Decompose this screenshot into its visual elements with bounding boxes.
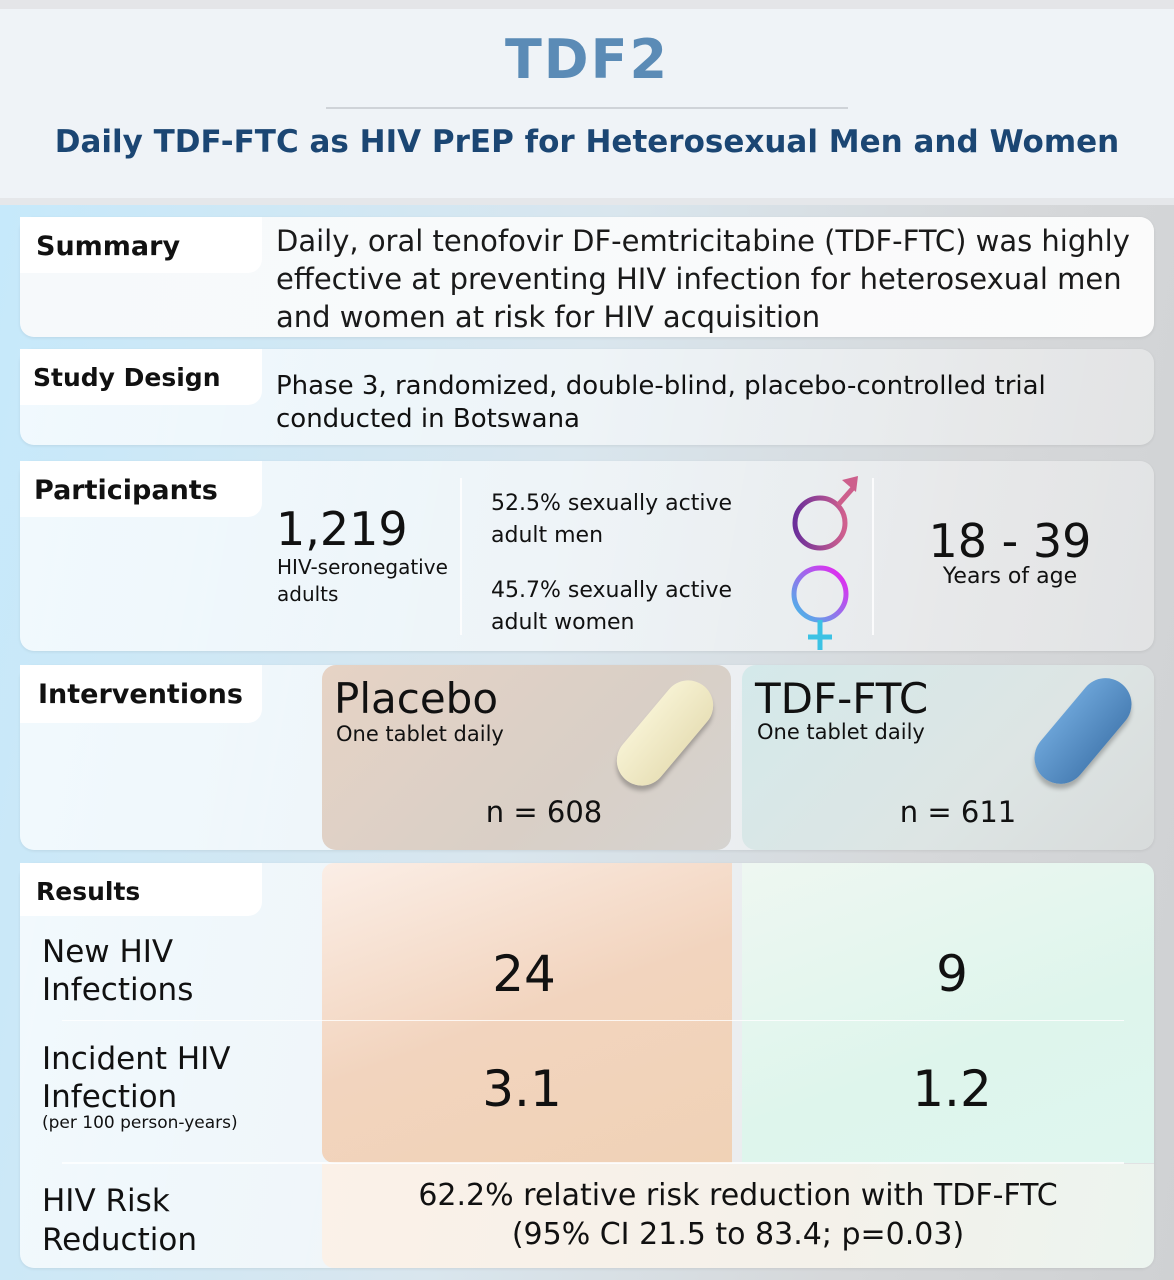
study-design-label: Study Design bbox=[20, 349, 262, 405]
risk-reduction-value: 62.2% relative risk reduction with TDF-F… bbox=[418, 1178, 1058, 1213]
placebo-arm-name: Placebo bbox=[334, 674, 499, 723]
results-label: Results bbox=[20, 863, 262, 916]
male-symbol-icon bbox=[792, 476, 858, 551]
tdf-new-infections: 9 bbox=[936, 945, 968, 1003]
summary-label: Summary bbox=[20, 217, 262, 273]
page-title: TDF2 bbox=[504, 28, 670, 91]
result-label-risk-reduction: HIV Risk Reduction bbox=[42, 1183, 197, 1258]
tdf-results-column bbox=[742, 863, 1154, 1163]
incidence-unit-note: (per 100 person-years) bbox=[42, 1113, 238, 1133]
top-strip bbox=[0, 0, 1174, 9]
placebo-dose: One tablet daily bbox=[336, 722, 504, 746]
placebo-incidence: 3.1 bbox=[482, 1060, 562, 1118]
tdf-incidence: 1.2 bbox=[912, 1060, 992, 1118]
risk-reduction-ci: (95% CI 21.5 to 83.4; p=0.03) bbox=[511, 1217, 965, 1252]
result-label-new-infections: New HIV Infections bbox=[42, 934, 194, 1008]
tdf-arm-name: TDF-FTC bbox=[755, 674, 929, 723]
female-symbol-icon bbox=[791, 565, 849, 650]
tdf-dose: One tablet daily bbox=[757, 720, 925, 744]
age-range: 18 - 39 bbox=[928, 514, 1092, 568]
study-design-text: Phase 3, randomized, double-blind, place… bbox=[276, 371, 1046, 434]
participant-count-label: HIV-seronegative adults bbox=[277, 555, 448, 606]
men-percentage: 52.5% sexually active adult men bbox=[491, 491, 733, 548]
page-subtitle: Daily TDF-FTC as HIV PrEP for Heterosexu… bbox=[54, 124, 1120, 160]
placebo-new-infections: 24 bbox=[492, 945, 556, 1003]
interventions-label: Interventions bbox=[20, 665, 262, 723]
result-label-incidence: Incident HIV Infection bbox=[42, 1041, 231, 1115]
divider bbox=[62, 1162, 1124, 1164]
placebo-n: n = 608 bbox=[485, 795, 603, 829]
header bbox=[0, 9, 1174, 198]
women-percentage: 45.7% sexually active adult women bbox=[491, 578, 733, 635]
risk-reduction-box bbox=[322, 1164, 1154, 1268]
gender-symbols-icon bbox=[791, 476, 858, 650]
divider bbox=[460, 478, 462, 635]
summary-text: Daily, oral tenofovir DF-emtricitabine (… bbox=[276, 224, 1130, 334]
divider bbox=[872, 478, 874, 635]
participant-count: 1,219 bbox=[276, 502, 408, 556]
divider bbox=[62, 1020, 1124, 1021]
participants-label: Participants bbox=[20, 461, 262, 517]
title-divider bbox=[326, 107, 848, 109]
age-label: Years of age bbox=[942, 564, 1078, 589]
tdf-n: n = 611 bbox=[899, 795, 1017, 829]
placebo-results-column bbox=[322, 863, 732, 1163]
